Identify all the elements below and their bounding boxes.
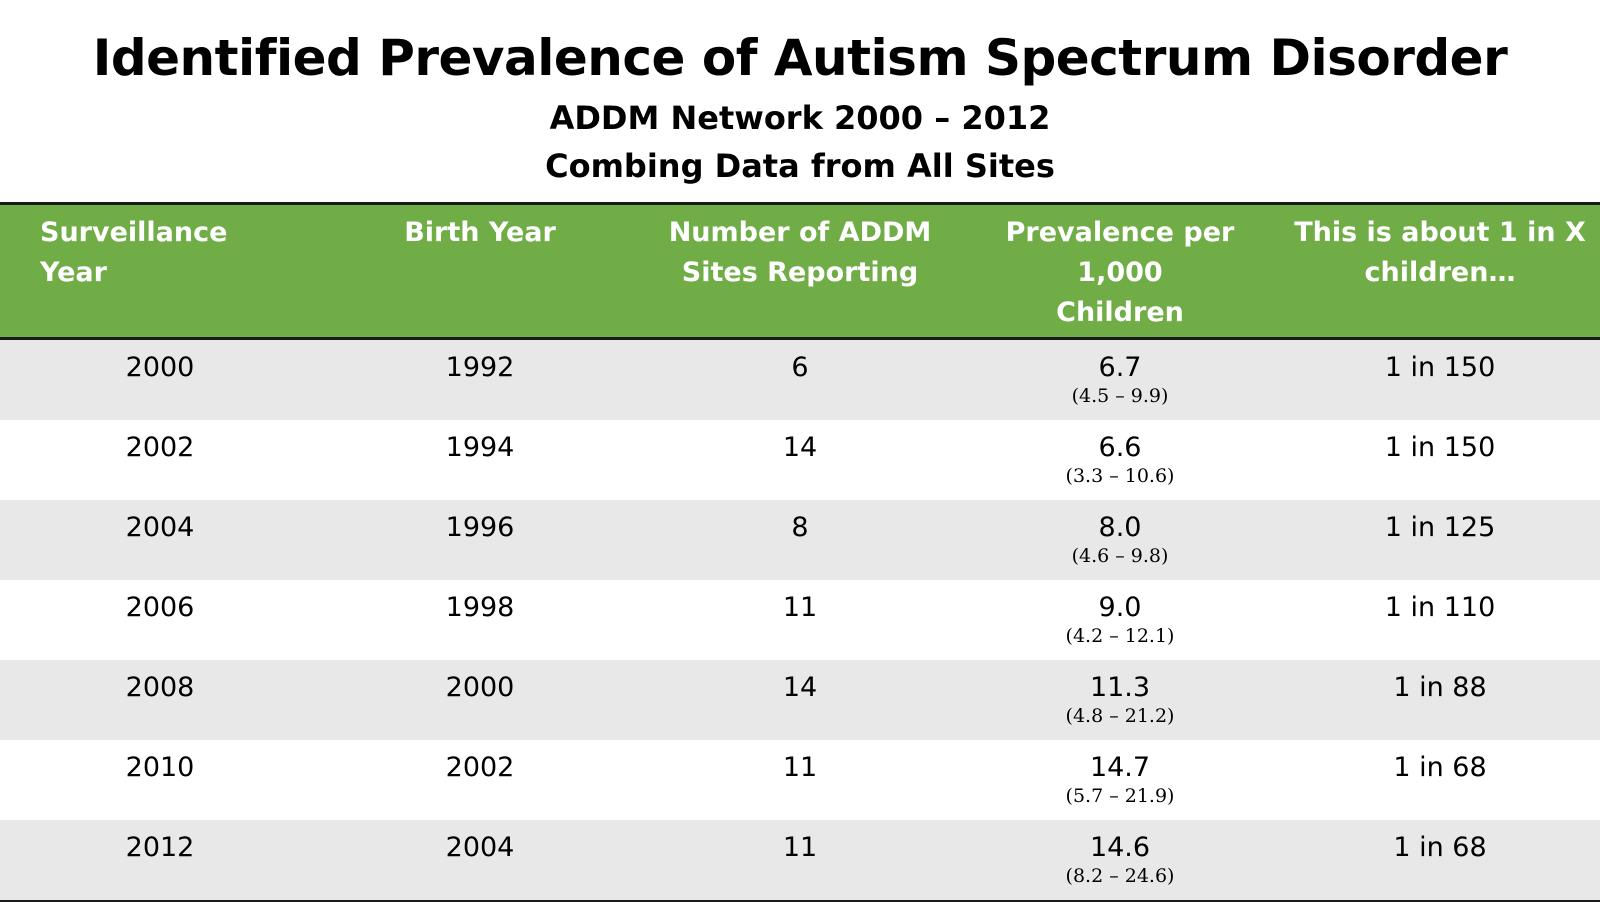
cell-sites: 8 [791,512,809,543]
cell-birth-year: 2004 [445,832,515,863]
cell-one-in-x: 1 in 68 [1393,752,1487,783]
cell-surveillance-year: 2000 [125,352,195,383]
cell-prevalence: 14.6 [1089,832,1151,863]
table-row: 2000 1992 6 6.7 (4.5 – 9.9) 1 in 150 [0,340,1600,420]
cell-prevalence-range: (3.3 – 10.6) [1065,465,1175,487]
table-row: 2012 2004 11 14.6 (8.2 – 24.6) 1 in 68 [0,820,1600,900]
prevalence-table: Surveillance Year Birth Year Number of A… [0,202,1600,902]
table-header-row: Surveillance Year Birth Year Number of A… [0,205,1600,368]
table-row: 2004 1996 8 8.0 (4.6 – 9.8) 1 in 125 [0,500,1600,580]
cell-birth-year: 2000 [445,672,515,703]
cell-prevalence: 14.7 [1089,752,1151,783]
page-title: Identified Prevalence of Autism Spectrum… [92,29,1508,87]
cell-one-in-x: 1 in 110 [1384,592,1496,623]
cell-surveillance-year: 2008 [125,672,195,703]
cell-sites: 11 [782,832,818,863]
subtitle-network: ADDM Network 2000 – 2012 [549,99,1051,137]
cell-prevalence-range: (5.7 – 21.9) [1065,785,1175,807]
cell-sites: 14 [782,432,818,463]
cell-sites: 14 [782,672,818,703]
cell-one-in-x: 1 in 150 [1384,352,1496,383]
header-one-in-x: This is about 1 in X children… [1294,217,1586,288]
cell-birth-year: 1992 [445,352,515,383]
cell-birth-year: 1994 [445,432,515,463]
cell-birth-year: 1998 [445,592,515,623]
header-birth-year: Birth Year [404,217,556,248]
cell-prevalence: 11.3 [1089,672,1151,703]
cell-sites: 6 [791,352,809,383]
cell-prevalence-range: (8.2 – 24.6) [1065,865,1175,887]
cell-prevalence: 8.0 [1098,512,1142,543]
cell-surveillance-year: 2006 [125,592,195,623]
cell-one-in-x: 1 in 88 [1393,672,1487,703]
cell-one-in-x: 1 in 125 [1384,512,1496,543]
table-row: 2006 1998 11 9.0 (4.2 – 12.1) 1 in 110 [0,580,1600,660]
subtitle-sites: Combing Data from All Sites [545,147,1055,185]
cell-surveillance-year: 2002 [125,432,195,463]
cell-prevalence-range: (4.5 – 9.9) [1071,385,1169,407]
header-surveillance-year: Surveillance Year [40,217,228,288]
cell-surveillance-year: 2004 [125,512,195,543]
cell-surveillance-year: 2012 [125,832,195,863]
cell-birth-year: 2002 [445,752,515,783]
table-row: 2010 2002 11 14.7 (5.7 – 21.9) 1 in 68 [0,740,1600,820]
cell-one-in-x: 1 in 150 [1384,432,1496,463]
header-sites-reporting: Number of ADDM Sites Reporting [668,217,932,288]
cell-birth-year: 1996 [445,512,515,543]
cell-prevalence: 6.6 [1098,432,1142,463]
table-row: 2008 2000 14 11.3 (4.8 – 21.2) 1 in 88 [0,660,1600,740]
cell-one-in-x: 1 in 68 [1393,832,1487,863]
cell-prevalence-range: (4.2 – 12.1) [1065,625,1175,647]
cell-prevalence-range: (4.8 – 21.2) [1065,705,1175,727]
table-row: 2002 1994 14 6.6 (3.3 – 10.6) 1 in 150 [0,420,1600,500]
cell-prevalence: 6.7 [1098,352,1142,383]
cell-prevalence-range: (4.6 – 9.8) [1071,545,1169,567]
cell-sites: 11 [782,592,818,623]
cell-sites: 11 [782,752,818,783]
cell-prevalence: 9.0 [1098,592,1142,623]
cell-surveillance-year: 2010 [125,752,195,783]
